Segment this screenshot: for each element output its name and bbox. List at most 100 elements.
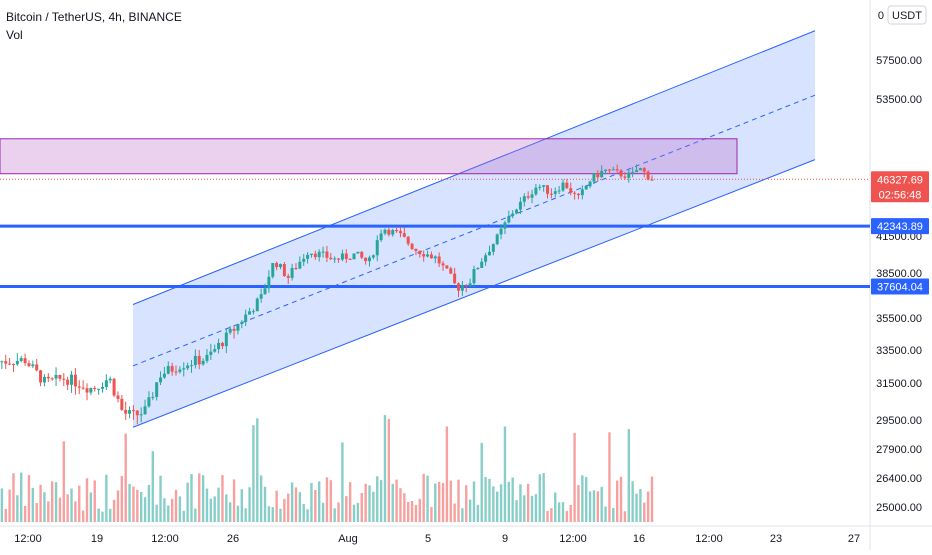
volume-bar: [352, 504, 356, 522]
candle-body: [635, 170, 639, 173]
time-tick-label: 12:00: [151, 533, 179, 545]
candle-body: [356, 251, 360, 254]
time-axis[interactable]: 12:00 19 12:00 26 Aug 5 9 12:00 16 12:00 23 27: [14, 533, 860, 545]
candle-body: [646, 171, 650, 180]
volume-bar: [306, 509, 309, 522]
volume-bar: [376, 476, 379, 522]
volume-bar: [639, 488, 642, 522]
price-tick-label: 35500.00: [876, 313, 922, 325]
candle-body: [240, 322, 244, 325]
candle-body: [553, 191, 557, 194]
volume-bar: [81, 510, 85, 522]
candle-body: [511, 213, 515, 217]
candle-body: [507, 216, 511, 223]
volume-bar: [507, 481, 511, 522]
candle-body: [66, 379, 70, 385]
volume-bar: [105, 474, 108, 522]
volume-bar: [213, 496, 216, 522]
price-label-text: 46327.69: [877, 174, 923, 186]
candle-body: [441, 263, 445, 266]
volume-bar: [333, 508, 336, 522]
volume-bar: [294, 487, 298, 522]
candle-body: [11, 363, 15, 365]
candle-body: [178, 369, 182, 372]
volume-bar: [147, 484, 151, 522]
volume-bar: [248, 487, 251, 522]
channel-fill: [133, 30, 815, 428]
volume-bar: [136, 489, 139, 522]
resistance-zone[interactable]: [0, 138, 738, 175]
volume-bar: [317, 481, 321, 522]
volume-bar: [8, 489, 11, 522]
horizontal-lines[interactable]: [0, 224, 870, 288]
volume-bar: [600, 486, 603, 522]
candle-body: [348, 258, 352, 260]
candle-body: [282, 264, 286, 277]
candle-body: [217, 342, 221, 350]
candle-body: [600, 170, 604, 178]
price-axis[interactable]: 25000.00 26400.00 27900.00 29500.00 31500.00…: [876, 55, 922, 514]
candle-body: [619, 170, 623, 177]
volume-bar: [511, 477, 514, 522]
candle-body: [275, 263, 279, 268]
volume-bar: [488, 478, 491, 522]
candle-body: [549, 193, 553, 195]
candle-body: [534, 187, 538, 195]
candle-body: [31, 364, 35, 367]
volume-bar: [275, 490, 278, 522]
candle-body: [182, 368, 186, 370]
volume-bar: [132, 486, 135, 522]
candle-body: [139, 414, 143, 416]
candle-body: [340, 253, 344, 260]
symbol-title[interactable]: Bitcoin / TetherUS, 4h, BINANCE: [6, 10, 182, 24]
volume-bar: [345, 496, 348, 522]
candle-body: [561, 182, 565, 191]
candle-body: [278, 264, 282, 268]
volume-bar: [337, 502, 340, 522]
volume-bar: [372, 491, 375, 522]
volume-bar: [259, 475, 263, 522]
candle-body: [499, 228, 503, 235]
volume-bar: [465, 485, 468, 522]
candle-body: [526, 196, 530, 198]
price-tick-label: 26400.00: [876, 473, 922, 485]
candle-body: [271, 263, 275, 277]
volume-bar: [182, 510, 185, 522]
volume-legend[interactable]: Vol: [6, 28, 23, 42]
volume-bar: [236, 505, 240, 522]
volume-bar: [256, 418, 259, 522]
volume-bar: [503, 426, 507, 522]
volume-bar: [89, 492, 93, 522]
volume-bar: [143, 497, 147, 522]
currency-button[interactable]: USDT: [887, 5, 927, 25]
volume-bar: [43, 492, 46, 522]
volume-bar: [124, 433, 127, 522]
candle-body: [201, 360, 205, 365]
volume-bar: [252, 425, 255, 522]
volume-bar: [174, 489, 178, 522]
candle-body: [379, 233, 383, 241]
time-tick-label: 9: [502, 533, 508, 545]
volume-bar: [139, 491, 143, 522]
volume-bar: [302, 503, 305, 522]
candle-body: [576, 193, 580, 196]
volume-bar: [190, 474, 193, 522]
volume-bar: [101, 511, 104, 522]
candle-body: [542, 185, 546, 187]
volume-bar: [472, 481, 476, 522]
candle-body: [4, 361, 8, 364]
volume-bar: [445, 426, 449, 522]
volume-bar: [93, 480, 96, 522]
volume-bar: [430, 507, 433, 522]
candle-body: [433, 256, 437, 259]
parallel-channel[interactable]: [132, 30, 816, 428]
volume-bar: [646, 491, 650, 522]
price-tick-label: 31500.00: [876, 378, 922, 390]
candle-body: [309, 253, 313, 255]
volume-bar: [97, 508, 100, 522]
candle-body: [627, 172, 631, 178]
axis-panel: [870, 0, 932, 550]
volume-bar: [383, 415, 387, 522]
